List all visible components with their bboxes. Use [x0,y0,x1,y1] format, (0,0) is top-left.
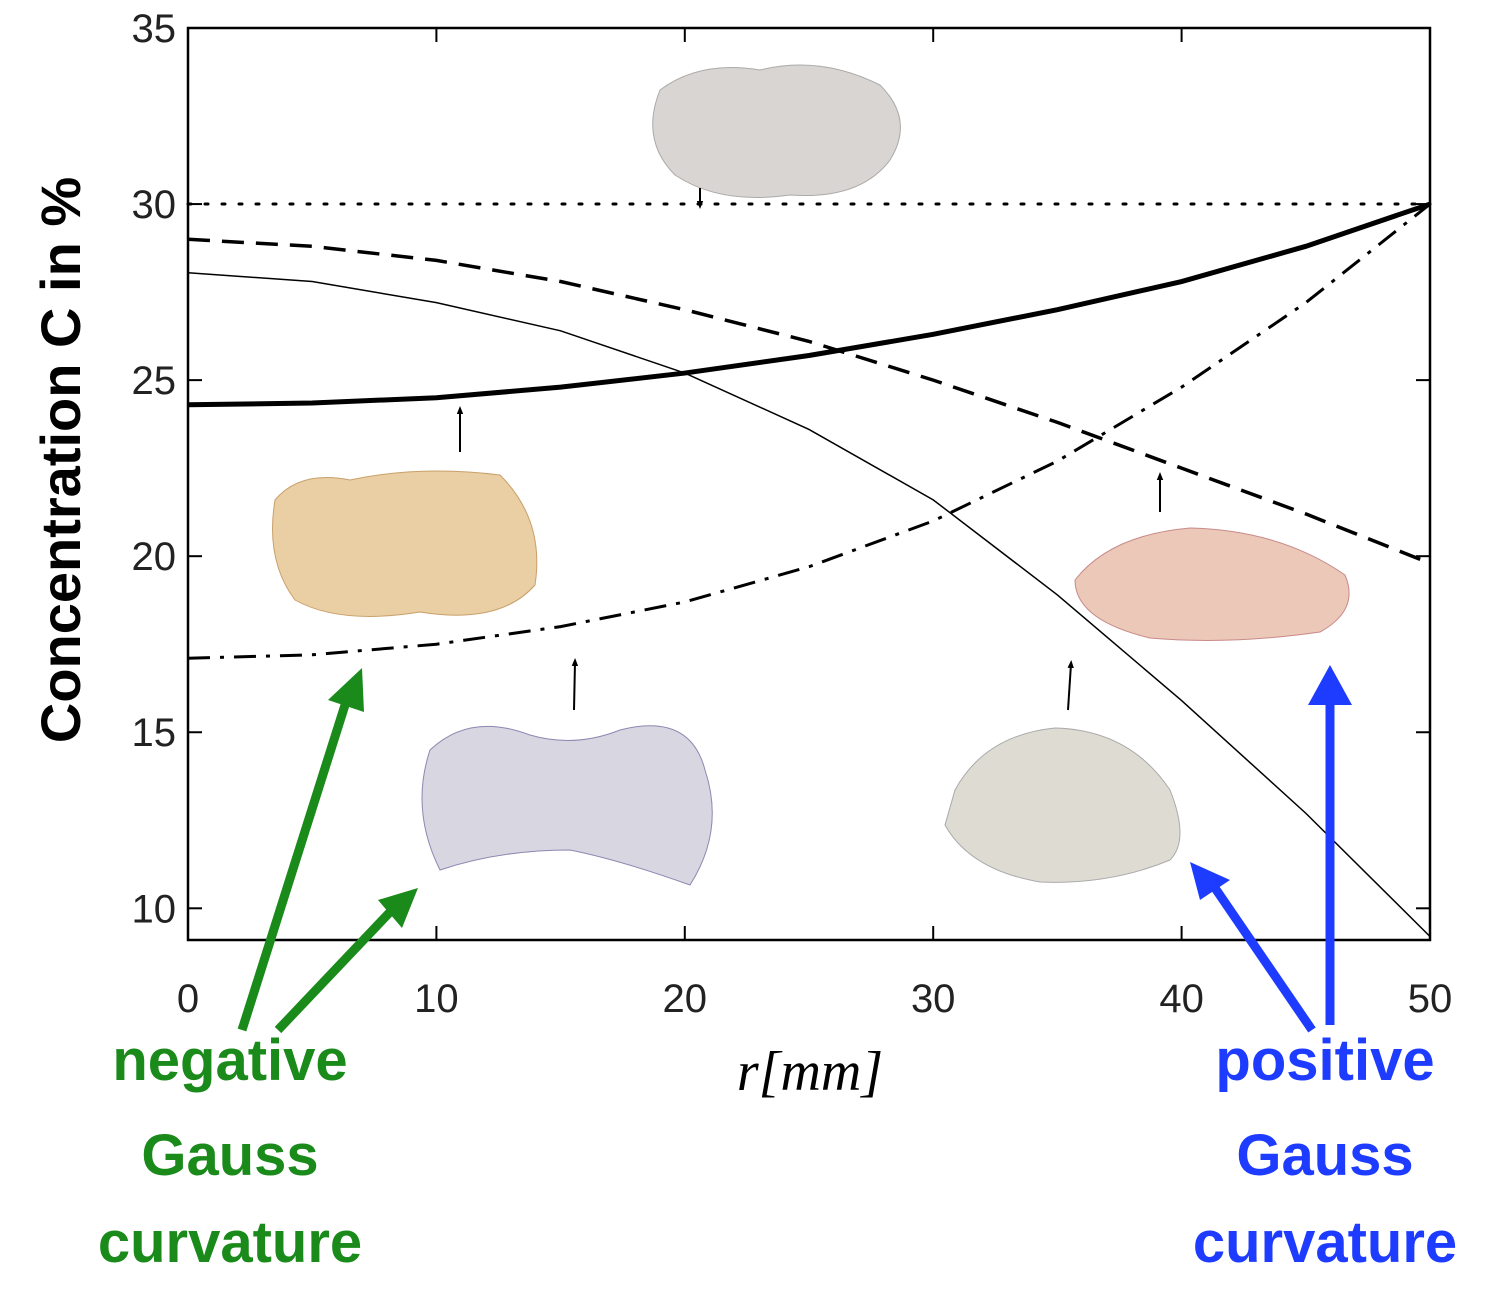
y-tick-label: 25 [132,359,177,403]
annotation: curvature [1193,1210,1457,1275]
x-tick-label: 0 [177,977,199,1021]
photos [273,65,1350,885]
x-tick-label: 50 [1408,977,1453,1021]
annotation: negative [112,1028,347,1093]
x-axis-label: r[mm] [737,1041,883,1103]
x-tick-label: 40 [1159,977,1204,1021]
annotation: Gauss [1236,1123,1413,1188]
series-line [188,204,1430,405]
y-tick-label: 15 [132,711,177,755]
y-tick-label: 10 [132,887,177,931]
x-tick-label: 30 [911,977,956,1021]
y-tick-label: 30 [132,183,177,227]
x-tick-label: 20 [663,977,708,1021]
annotation: positive [1215,1028,1434,1093]
x-tick-label: 10 [414,977,459,1021]
callout-arrows [242,665,1352,1030]
y-axis-label: Concentration C in % [29,177,92,743]
annotation: Gauss [141,1123,318,1188]
y-tick-label: 20 [132,535,177,579]
chart: Concentration C in % r[mm] 10 15 20 25 30 35 0… [0,0,1502,1290]
annotation: curvature [98,1210,362,1275]
y-tick-label: 35 [132,7,177,51]
